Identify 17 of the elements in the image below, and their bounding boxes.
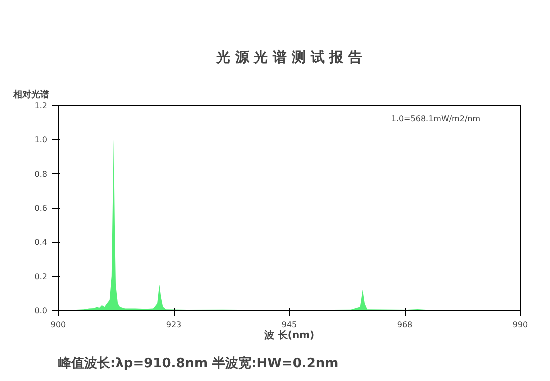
text: 峰值波长:λp=910.8nm 半波宽:HW=0.2nm (58, 356, 339, 372)
x-tick-label: 923 (166, 320, 182, 330)
y-tick-label: 0.6 (34, 204, 48, 213)
y-tick-label: 0.2 (34, 272, 48, 282)
x-tick-label: 945 (282, 320, 298, 330)
x-axis-title: 波 长(nm) (263, 330, 315, 342)
annotation: 1.0=568.1mW/m2/nm (391, 114, 481, 124)
x-tick-label: 900 (50, 320, 66, 330)
y-axis-title: 相对光谱 (12, 90, 50, 100)
y-tick-label: 1.0 (34, 136, 48, 145)
y-tick-label: 1.2 (34, 102, 48, 110)
y-tick-label: 0.4 (34, 238, 48, 248)
x-tick-label: 990 (512, 320, 528, 330)
chart-title: 光 源 光 谱 测 试 报 告 (215, 49, 363, 66)
y-tick-label: 0.8 (34, 170, 48, 179)
y-tick-label: 0.0 (34, 306, 48, 316)
x-tick-label: 968 (397, 320, 413, 330)
